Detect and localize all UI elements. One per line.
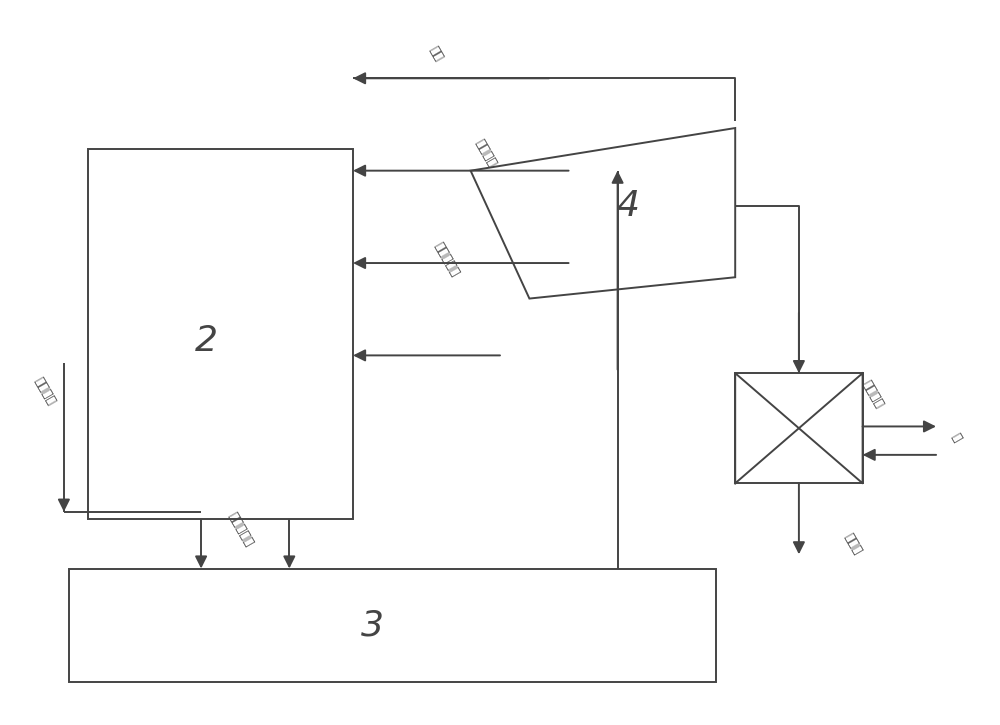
Text: 水: 水 (948, 431, 963, 444)
Text: 4: 4 (616, 189, 639, 223)
Text: 水热蒸气: 水热蒸气 (859, 378, 886, 411)
Polygon shape (471, 128, 735, 299)
Text: 热解气体: 热解气体 (472, 136, 498, 169)
Text: 冷凝水: 冷凝水 (842, 531, 864, 557)
Text: 燃料: 燃料 (427, 44, 446, 63)
Bar (69, 568, 716, 682)
Text: 含烂副产品: 含烂副产品 (225, 510, 255, 549)
Text: 火烬气保温: 火烬气保温 (431, 240, 461, 279)
Text: 2: 2 (194, 324, 218, 358)
Text: 低阶燃料: 低阶燃料 (31, 375, 57, 407)
Bar (88, 149, 353, 519)
Bar (735, 373, 863, 484)
Text: 3: 3 (361, 608, 384, 642)
